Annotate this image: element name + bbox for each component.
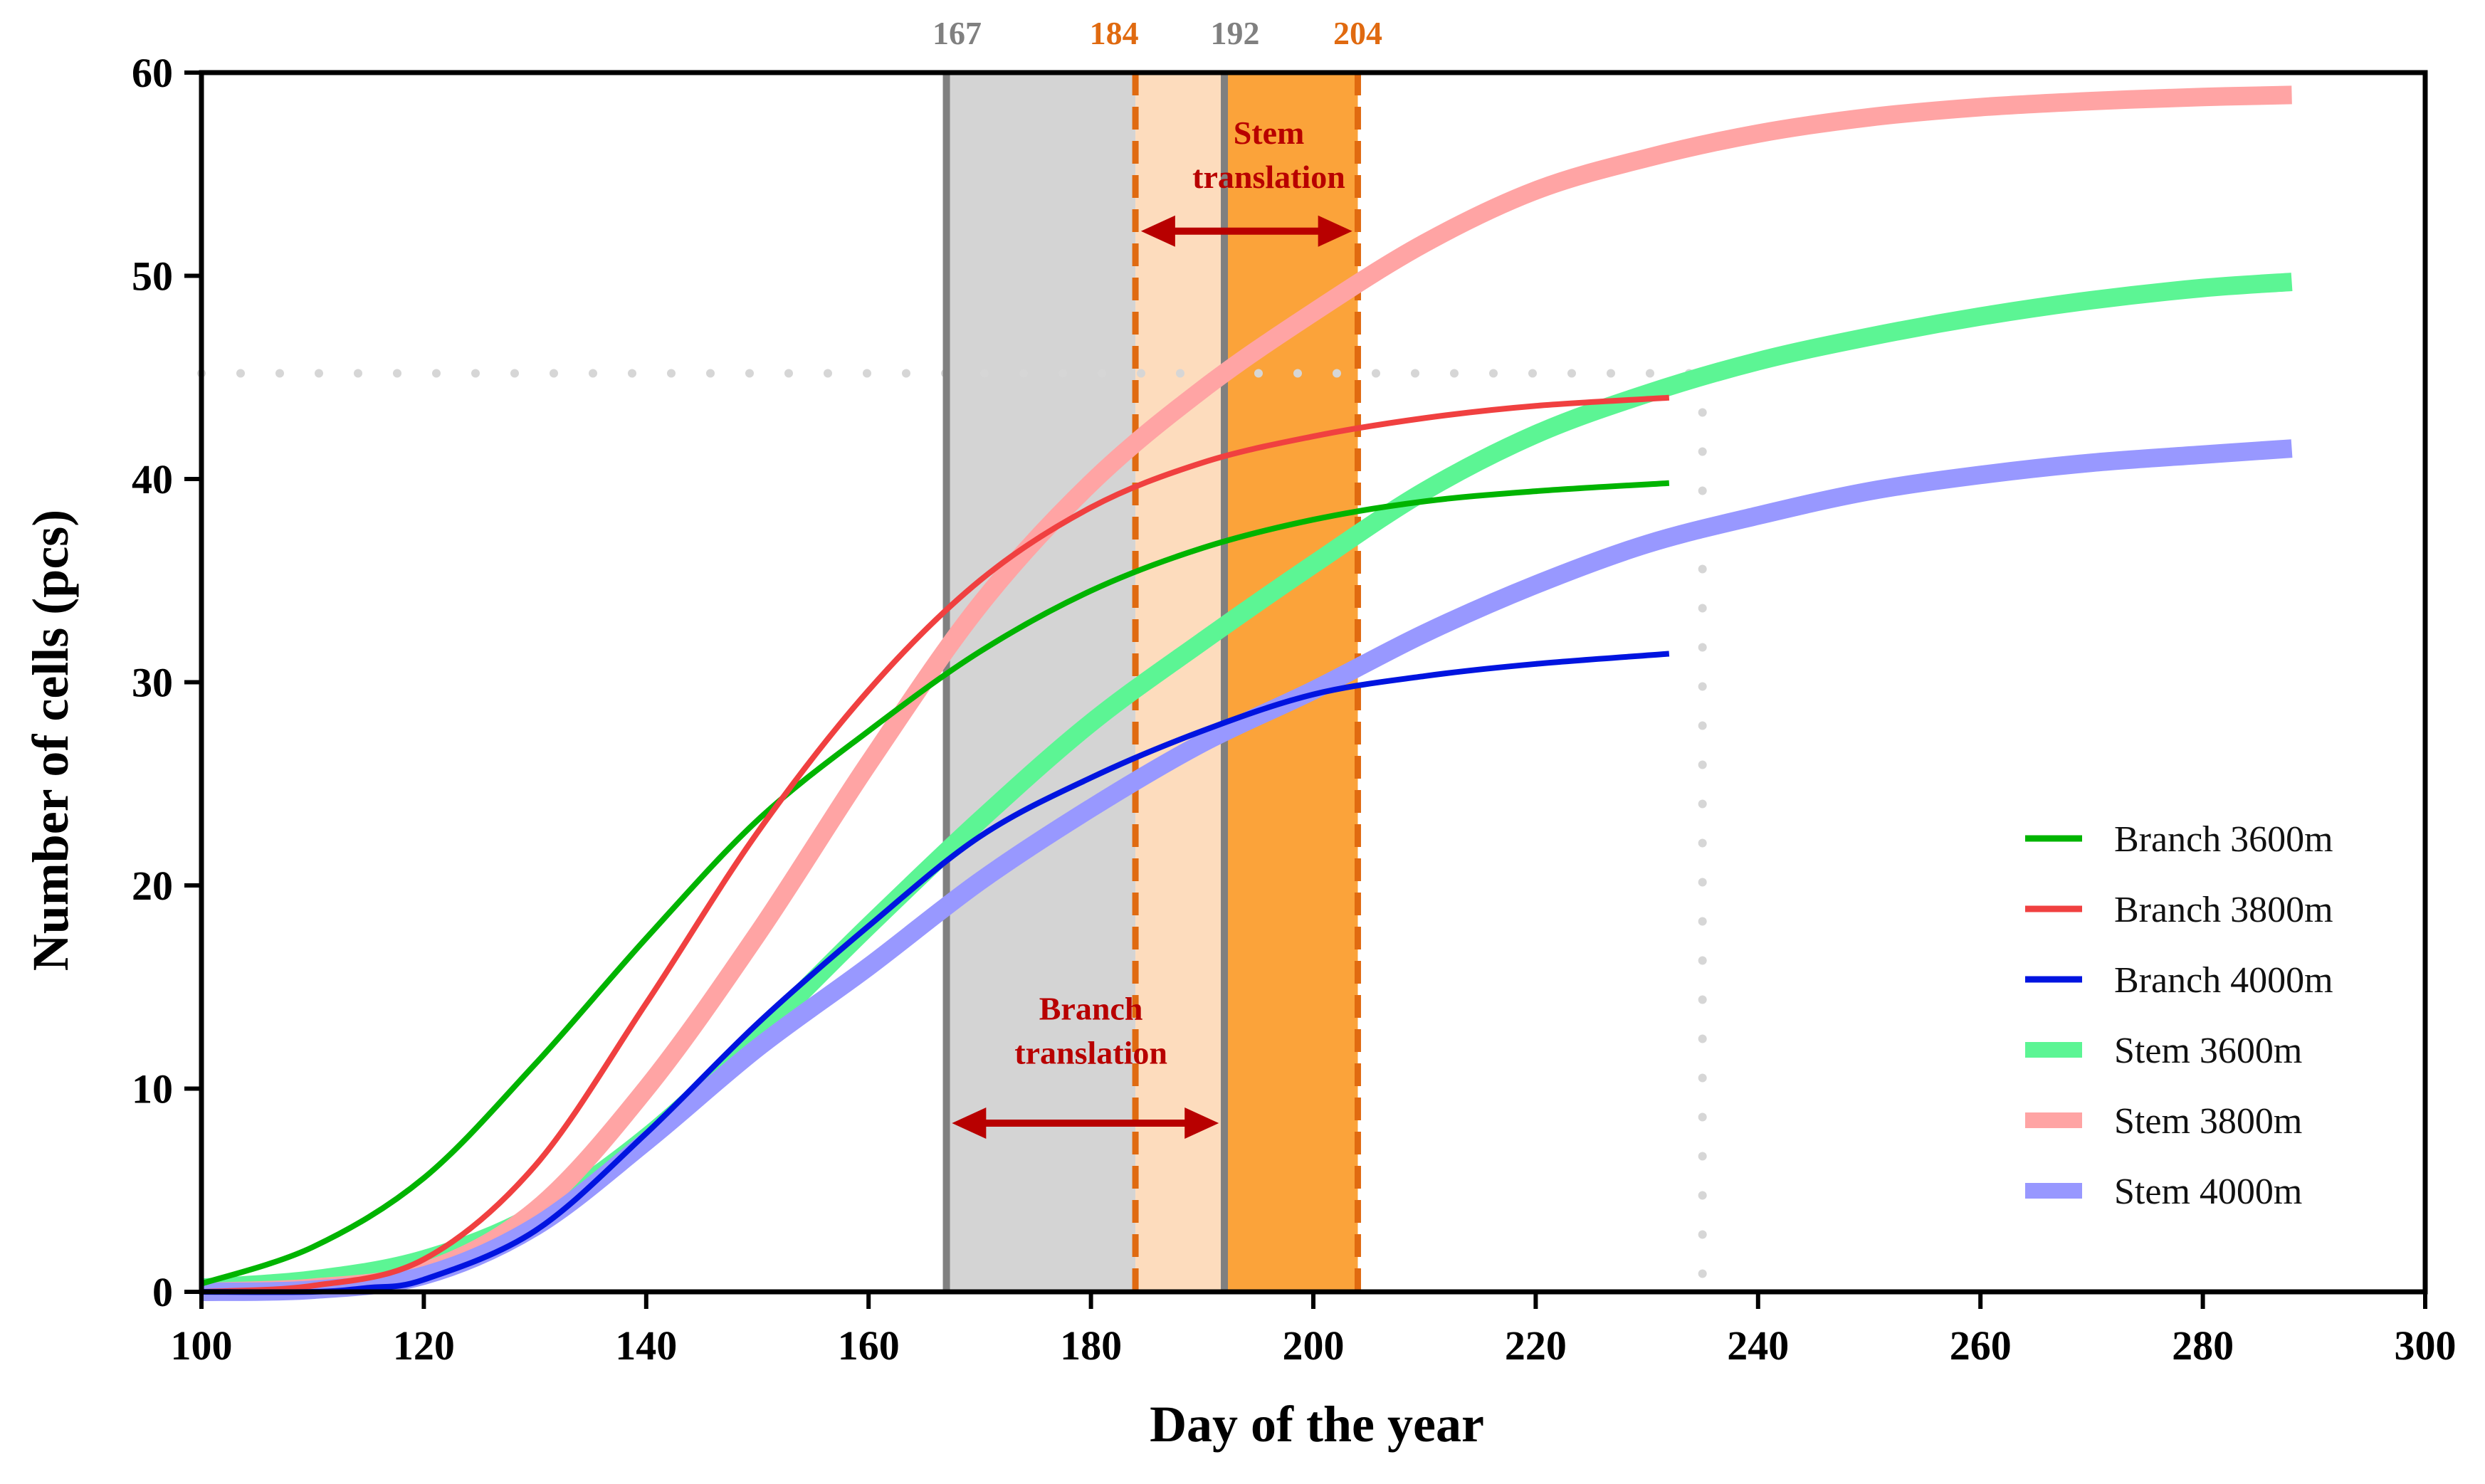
y-tick-label-60: 60 — [132, 50, 173, 96]
series-branch-4000m — [201, 651, 1670, 1295]
x-tick-label-200: 200 — [1283, 1322, 1345, 1369]
stem-translation-label-1: Stem — [1234, 115, 1305, 151]
ticks: 100 120 140 160 180 200 220 240 260 280 300 0 10 20 30… — [132, 50, 2457, 1369]
legend-label-branch-3800m: Branch 3800m — [2114, 890, 2333, 930]
y-tick-label-20: 20 — [132, 863, 173, 909]
stem-translation-arrow-head-left — [1140, 215, 1175, 247]
marker-lines: 167 184 192 204 — [932, 15, 1382, 1292]
x-tick-label-140: 140 — [615, 1322, 677, 1369]
x-tick-label-280: 280 — [2172, 1322, 2234, 1369]
series-layer — [200, 85, 2293, 1301]
vline-label-184: 184 — [1090, 15, 1139, 51]
band-branch-period — [946, 73, 1136, 1292]
series-branch-3600m — [200, 480, 1670, 1287]
legend-label-branch-4000m: Branch 4000m — [2114, 960, 2333, 1001]
vline-label-192: 192 — [1211, 15, 1260, 51]
legend-label-stem-3600m: Stem 3600m — [2114, 1031, 2302, 1071]
branch-translation-arrow-head-right — [1184, 1107, 1219, 1140]
legend: Branch 3600m Branch 3800m Branch 4000m Stem… — [2025, 819, 2333, 1212]
x-tick-label-260: 260 — [1950, 1322, 2012, 1369]
x-tick-label-240: 240 — [1727, 1322, 1789, 1369]
x-tick-label-220: 220 — [1505, 1322, 1567, 1369]
annotations: Stem translation Branch translation — [952, 115, 1352, 1140]
branch-translation-label-1: Branch — [1039, 990, 1143, 1026]
stem-translation-arrow-head-right — [1318, 215, 1352, 247]
vline-label-167: 167 — [932, 15, 982, 51]
branch-translation-arrow-head-left — [952, 1107, 987, 1140]
branch-translation-label-2: translation — [1014, 1034, 1167, 1070]
legend-label-stem-3800m: Stem 3800m — [2114, 1101, 2302, 1142]
stem-translation-label-2: translation — [1192, 159, 1345, 195]
x-tick-label-120: 120 — [393, 1322, 455, 1369]
y-tick-label-10: 10 — [132, 1066, 173, 1112]
series-branch-3800m — [201, 394, 1670, 1295]
y-tick-label-30: 30 — [132, 660, 173, 706]
y-tick-label-0: 0 — [152, 1269, 173, 1315]
x-tick-label-300: 300 — [2395, 1322, 2457, 1369]
x-tick-label-180: 180 — [1060, 1322, 1122, 1369]
y-tick-label-40: 40 — [132, 456, 173, 502]
y-tick-label-50: 50 — [132, 253, 173, 300]
legend-label-branch-3600m: Branch 3600m — [2114, 819, 2333, 860]
x-axis-title: Day of the year — [1150, 1396, 1484, 1453]
x-tick-label-160: 160 — [838, 1322, 900, 1369]
y-axis-title: Number of cells (pcs) — [22, 510, 79, 972]
vline-label-204: 204 — [1333, 15, 1382, 51]
series-stem-3800m — [201, 85, 2292, 1301]
legend-label-stem-4000m: Stem 4000m — [2114, 1172, 2302, 1212]
x-tick-label-100: 100 — [171, 1322, 233, 1369]
